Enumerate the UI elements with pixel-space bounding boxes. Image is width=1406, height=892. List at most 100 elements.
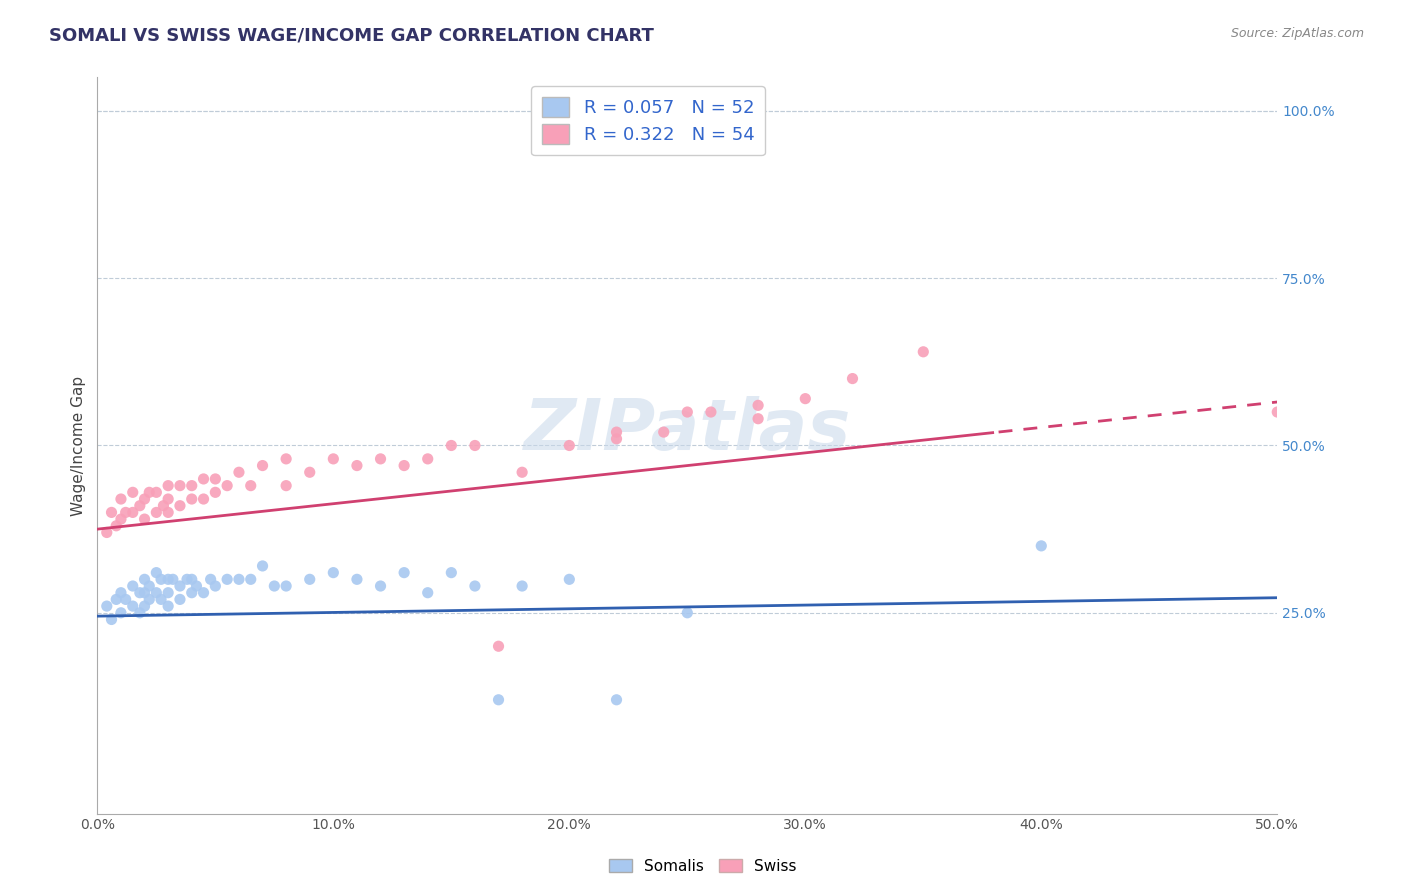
Point	[134, 585, 156, 599]
Point	[121, 599, 143, 613]
Point	[228, 465, 250, 479]
Point	[605, 693, 627, 707]
Point	[747, 411, 769, 425]
Point	[676, 405, 699, 419]
Point	[193, 585, 215, 599]
Point	[488, 693, 510, 707]
Point	[239, 478, 262, 492]
Point	[96, 599, 118, 613]
Point	[138, 485, 160, 500]
Point	[134, 512, 156, 526]
Point	[440, 566, 463, 580]
Point	[488, 639, 510, 653]
Point	[392, 458, 415, 473]
Point	[252, 458, 274, 473]
Text: SOMALI VS SWISS WAGE/INCOME GAP CORRELATION CHART: SOMALI VS SWISS WAGE/INCOME GAP CORRELAT…	[49, 27, 654, 45]
Point	[145, 505, 167, 519]
Point	[157, 505, 180, 519]
Point	[128, 606, 150, 620]
Point	[370, 451, 392, 466]
Point	[96, 525, 118, 540]
Point	[157, 478, 180, 492]
Point	[276, 478, 298, 492]
Point	[298, 465, 321, 479]
Point	[298, 572, 321, 586]
Point	[138, 579, 160, 593]
Point	[1265, 405, 1288, 419]
Point	[322, 451, 344, 466]
Point	[100, 505, 122, 519]
Point	[150, 592, 173, 607]
Point	[180, 478, 202, 492]
Point	[105, 518, 128, 533]
Point	[510, 465, 533, 479]
Point	[217, 572, 239, 586]
Point	[193, 491, 215, 506]
Point	[605, 432, 627, 446]
Text: Source: ZipAtlas.com: Source: ZipAtlas.com	[1230, 27, 1364, 40]
Point	[121, 485, 143, 500]
Point	[110, 585, 132, 599]
Point	[200, 572, 222, 586]
Point	[145, 585, 167, 599]
Point	[176, 572, 198, 586]
Point	[121, 579, 143, 593]
Point	[134, 599, 156, 613]
Point	[370, 579, 392, 593]
Point	[169, 499, 191, 513]
Point	[150, 572, 173, 586]
Y-axis label: Wage/Income Gap: Wage/Income Gap	[72, 376, 86, 516]
Point	[110, 491, 132, 506]
Point	[676, 606, 699, 620]
Point	[239, 572, 262, 586]
Point	[204, 579, 226, 593]
Point	[1031, 539, 1053, 553]
Point	[114, 505, 136, 519]
Point	[193, 472, 215, 486]
Point	[105, 592, 128, 607]
Point	[157, 491, 180, 506]
Point	[440, 438, 463, 452]
Point	[169, 592, 191, 607]
Point	[157, 585, 180, 599]
Point	[157, 599, 180, 613]
Point	[276, 579, 298, 593]
Point	[322, 566, 344, 580]
Point	[263, 579, 285, 593]
Point	[138, 592, 160, 607]
Point	[747, 398, 769, 412]
Point	[700, 405, 723, 419]
Point	[392, 566, 415, 580]
Point	[121, 505, 143, 519]
Point	[416, 585, 439, 599]
Point	[110, 512, 132, 526]
Point	[114, 592, 136, 607]
Point	[276, 451, 298, 466]
Point	[180, 585, 202, 599]
Point	[346, 458, 368, 473]
Point	[416, 451, 439, 466]
Point	[464, 438, 486, 452]
Point	[558, 572, 581, 586]
Point	[841, 371, 863, 385]
Point	[204, 485, 226, 500]
Point	[510, 579, 533, 593]
Point	[217, 478, 239, 492]
Point	[162, 572, 184, 586]
Legend: R = 0.057   N = 52, R = 0.322   N = 54: R = 0.057 N = 52, R = 0.322 N = 54	[531, 87, 765, 155]
Point	[912, 344, 935, 359]
Point	[100, 612, 122, 626]
Point	[180, 572, 202, 586]
Point	[558, 438, 581, 452]
Point	[145, 566, 167, 580]
Point	[605, 425, 627, 439]
Point	[464, 579, 486, 593]
Point	[169, 579, 191, 593]
Point	[134, 572, 156, 586]
Point	[157, 572, 180, 586]
Point	[110, 606, 132, 620]
Point	[128, 585, 150, 599]
Point	[652, 425, 675, 439]
Point	[145, 485, 167, 500]
Point	[204, 472, 226, 486]
